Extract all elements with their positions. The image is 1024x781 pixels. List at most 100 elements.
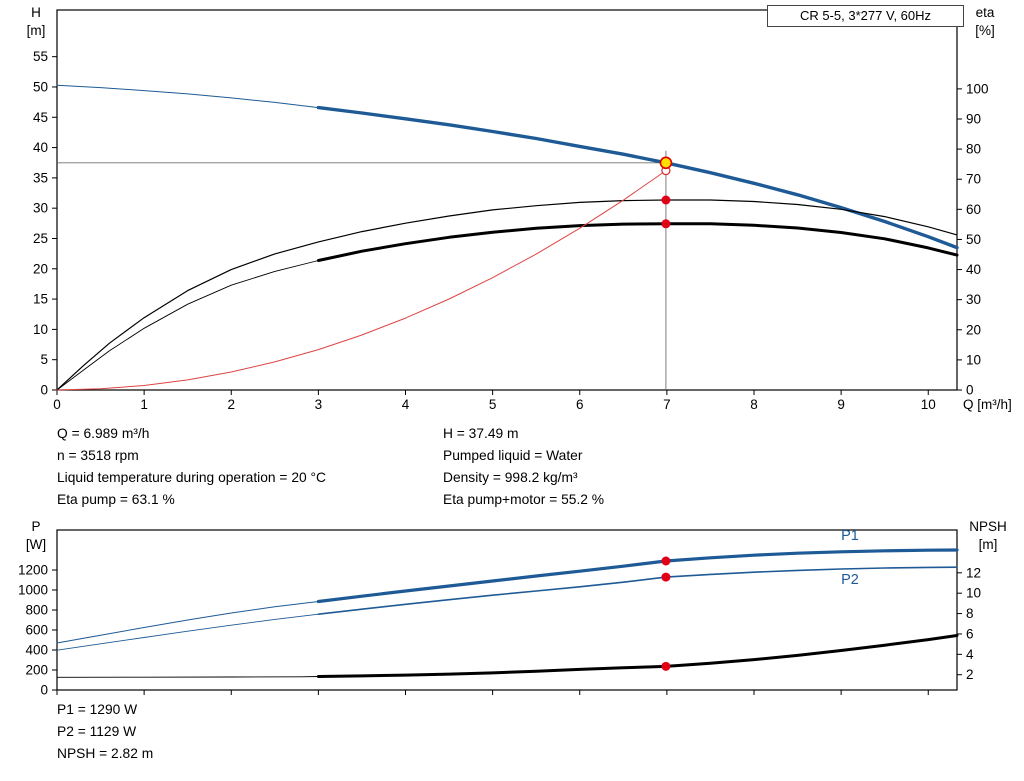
y-left-tick-label: 50 — [33, 79, 48, 94]
y-right-tick-label: 80 — [966, 142, 981, 157]
y-left-tick-label: 10 — [33, 322, 48, 337]
y-right-tick-label: 100 — [966, 81, 989, 96]
info-npsh: NPSH = 2.82 m — [57, 746, 154, 761]
y-left-tick-label: 30 — [33, 201, 48, 216]
y-right-tick-label: 70 — [966, 172, 981, 187]
npsh-axis-title: NPSH [m] — [956, 518, 1020, 554]
series-p2-curve — [56, 613, 319, 651]
info-p2: P2 = 1129 W — [57, 724, 137, 739]
h-axis-symbol: H — [31, 5, 41, 20]
x-tick-label: 3 — [315, 397, 323, 412]
duty-info-left: Q = 6.989 m³/h n = 3518 rpm Liquid tempe… — [57, 423, 326, 511]
eta-pump-duty-dot — [661, 195, 671, 205]
series-system-curve — [56, 170, 667, 391]
y-left-tick-label: 40 — [33, 140, 48, 155]
npsh-axis-unit: [m] — [978, 537, 998, 552]
series-p1-curve — [56, 601, 319, 644]
x-tick-label: 4 — [402, 397, 410, 412]
curve-label-p1: P1 — [841, 528, 859, 544]
x-tick-label: 10 — [921, 397, 936, 412]
y-right-tick-label: 0 — [966, 383, 974, 398]
y-left-tick-label: 400 — [25, 643, 48, 658]
duty-info-right: H = 37.49 m Pumped liquid = Water Densit… — [443, 423, 604, 511]
y-right-tick-label: 20 — [966, 322, 981, 337]
series-p2-curve — [317, 566, 958, 615]
y-right-tick-label: 50 — [966, 232, 981, 247]
info-liquid-temp: Liquid temperature during operation = 20… — [57, 470, 326, 485]
q-axis-title: Q [m³/h] — [963, 397, 1012, 412]
y-left-tick-label: 5 — [40, 352, 48, 367]
eta-pump-motor-duty-dot — [661, 219, 671, 229]
y-right-tick-label: 8 — [966, 606, 974, 621]
y-right-tick-label: 40 — [966, 262, 981, 277]
y-left-tick-label: 35 — [33, 170, 48, 185]
series-p1-curve — [316, 548, 959, 604]
series-eta-pump — [56, 199, 958, 391]
power-info: P1 = 1290 W P2 = 1129 W NPSH = 2.82 m — [57, 699, 153, 765]
info-pumped-liquid: Pumped liquid = Water — [443, 448, 583, 463]
y-left-tick-label: 200 — [25, 663, 48, 678]
p2-duty-dot — [661, 572, 671, 582]
eta-axis-symbol: eta — [975, 5, 995, 20]
series-head-curve — [56, 84, 319, 109]
y-right-tick-label: 12 — [966, 565, 981, 580]
eta-axis-unit: [%] — [975, 23, 995, 38]
y-left-tick-label: 25 — [33, 231, 48, 246]
y-left-tick-label: 45 — [33, 110, 48, 125]
info-eta-pump: Eta pump = 63.1 % — [57, 492, 175, 507]
info-head: H = 37.49 m — [443, 426, 519, 441]
y-left-tick-label: 0 — [40, 683, 48, 698]
y-left-tick-label: 1000 — [18, 583, 48, 598]
series-eta-pump-motor — [56, 260, 319, 391]
y-right-tick-label: 10 — [966, 352, 981, 367]
series-head-curve — [316, 105, 959, 250]
x-tick-label: 1 — [140, 397, 148, 412]
y-left-tick-label: 0 — [40, 383, 48, 398]
y-right-tick-label: 6 — [966, 626, 974, 641]
y-left-tick-label: 600 — [25, 623, 48, 638]
x-tick-label: 0 — [53, 397, 61, 412]
y-left-tick-label: 1200 — [18, 563, 48, 578]
y-left-tick-label: 15 — [33, 292, 48, 307]
x-tick-label: 6 — [576, 397, 584, 412]
chart-frame — [56, 9, 958, 391]
series-npsh-curve — [56, 676, 319, 678]
y-left-tick-label: 55 — [33, 49, 48, 64]
y-left-tick-label: 20 — [33, 261, 48, 276]
info-speed: n = 3518 rpm — [57, 448, 139, 463]
series-npsh-curve — [316, 634, 959, 678]
y-right-tick-label: 60 — [966, 202, 981, 217]
npsh-axis-symbol: NPSH — [969, 519, 1007, 534]
p-axis-unit: [W] — [25, 537, 47, 552]
x-tick-label: 2 — [227, 397, 235, 412]
info-density: Density = 998.2 kg/m³ — [443, 470, 578, 485]
info-flow: Q = 6.989 m³/h — [57, 426, 150, 441]
y-right-tick-label: 30 — [966, 292, 981, 307]
info-eta-pump-motor: Eta pump+motor = 55.2 % — [443, 492, 605, 507]
x-tick-label: 5 — [489, 397, 497, 412]
y-right-tick-label: 10 — [966, 586, 981, 601]
info-p1: P1 = 1290 W — [57, 702, 138, 717]
y-right-tick-label: 2 — [966, 667, 974, 682]
x-tick-label: 8 — [750, 397, 758, 412]
x-tick-label: 7 — [663, 397, 671, 412]
p-axis-symbol: P — [31, 519, 41, 534]
curve-label-p2: P2 — [841, 572, 859, 588]
h-axis-unit: [m] — [26, 23, 46, 38]
x-tick-label: 9 — [837, 397, 845, 412]
p-axis-title: P [W] — [16, 518, 56, 554]
chart-1: 0 200 400 600 800 1000 1200 2 4 6 8 10 12 P1 P2 — [18, 528, 981, 698]
series-eta-pump-motor — [316, 222, 959, 262]
eta-axis-title: eta [%] — [962, 4, 1008, 40]
h-axis-title: H [m] — [16, 4, 56, 40]
y-right-tick-label: 90 — [966, 112, 981, 127]
y-left-tick-label: 800 — [25, 603, 48, 618]
duty-point-marker — [659, 156, 673, 170]
y-right-tick-label: 4 — [966, 647, 974, 662]
npsh-duty-dot — [661, 661, 671, 671]
chart-0: 0 1 2 3 4 5 6 7 8 9 100510152025303540455055010203… — [33, 9, 989, 412]
pump-title-box: CR 5-5, 3*277 V, 60Hz — [767, 5, 964, 27]
p1-duty-dot — [661, 556, 671, 566]
